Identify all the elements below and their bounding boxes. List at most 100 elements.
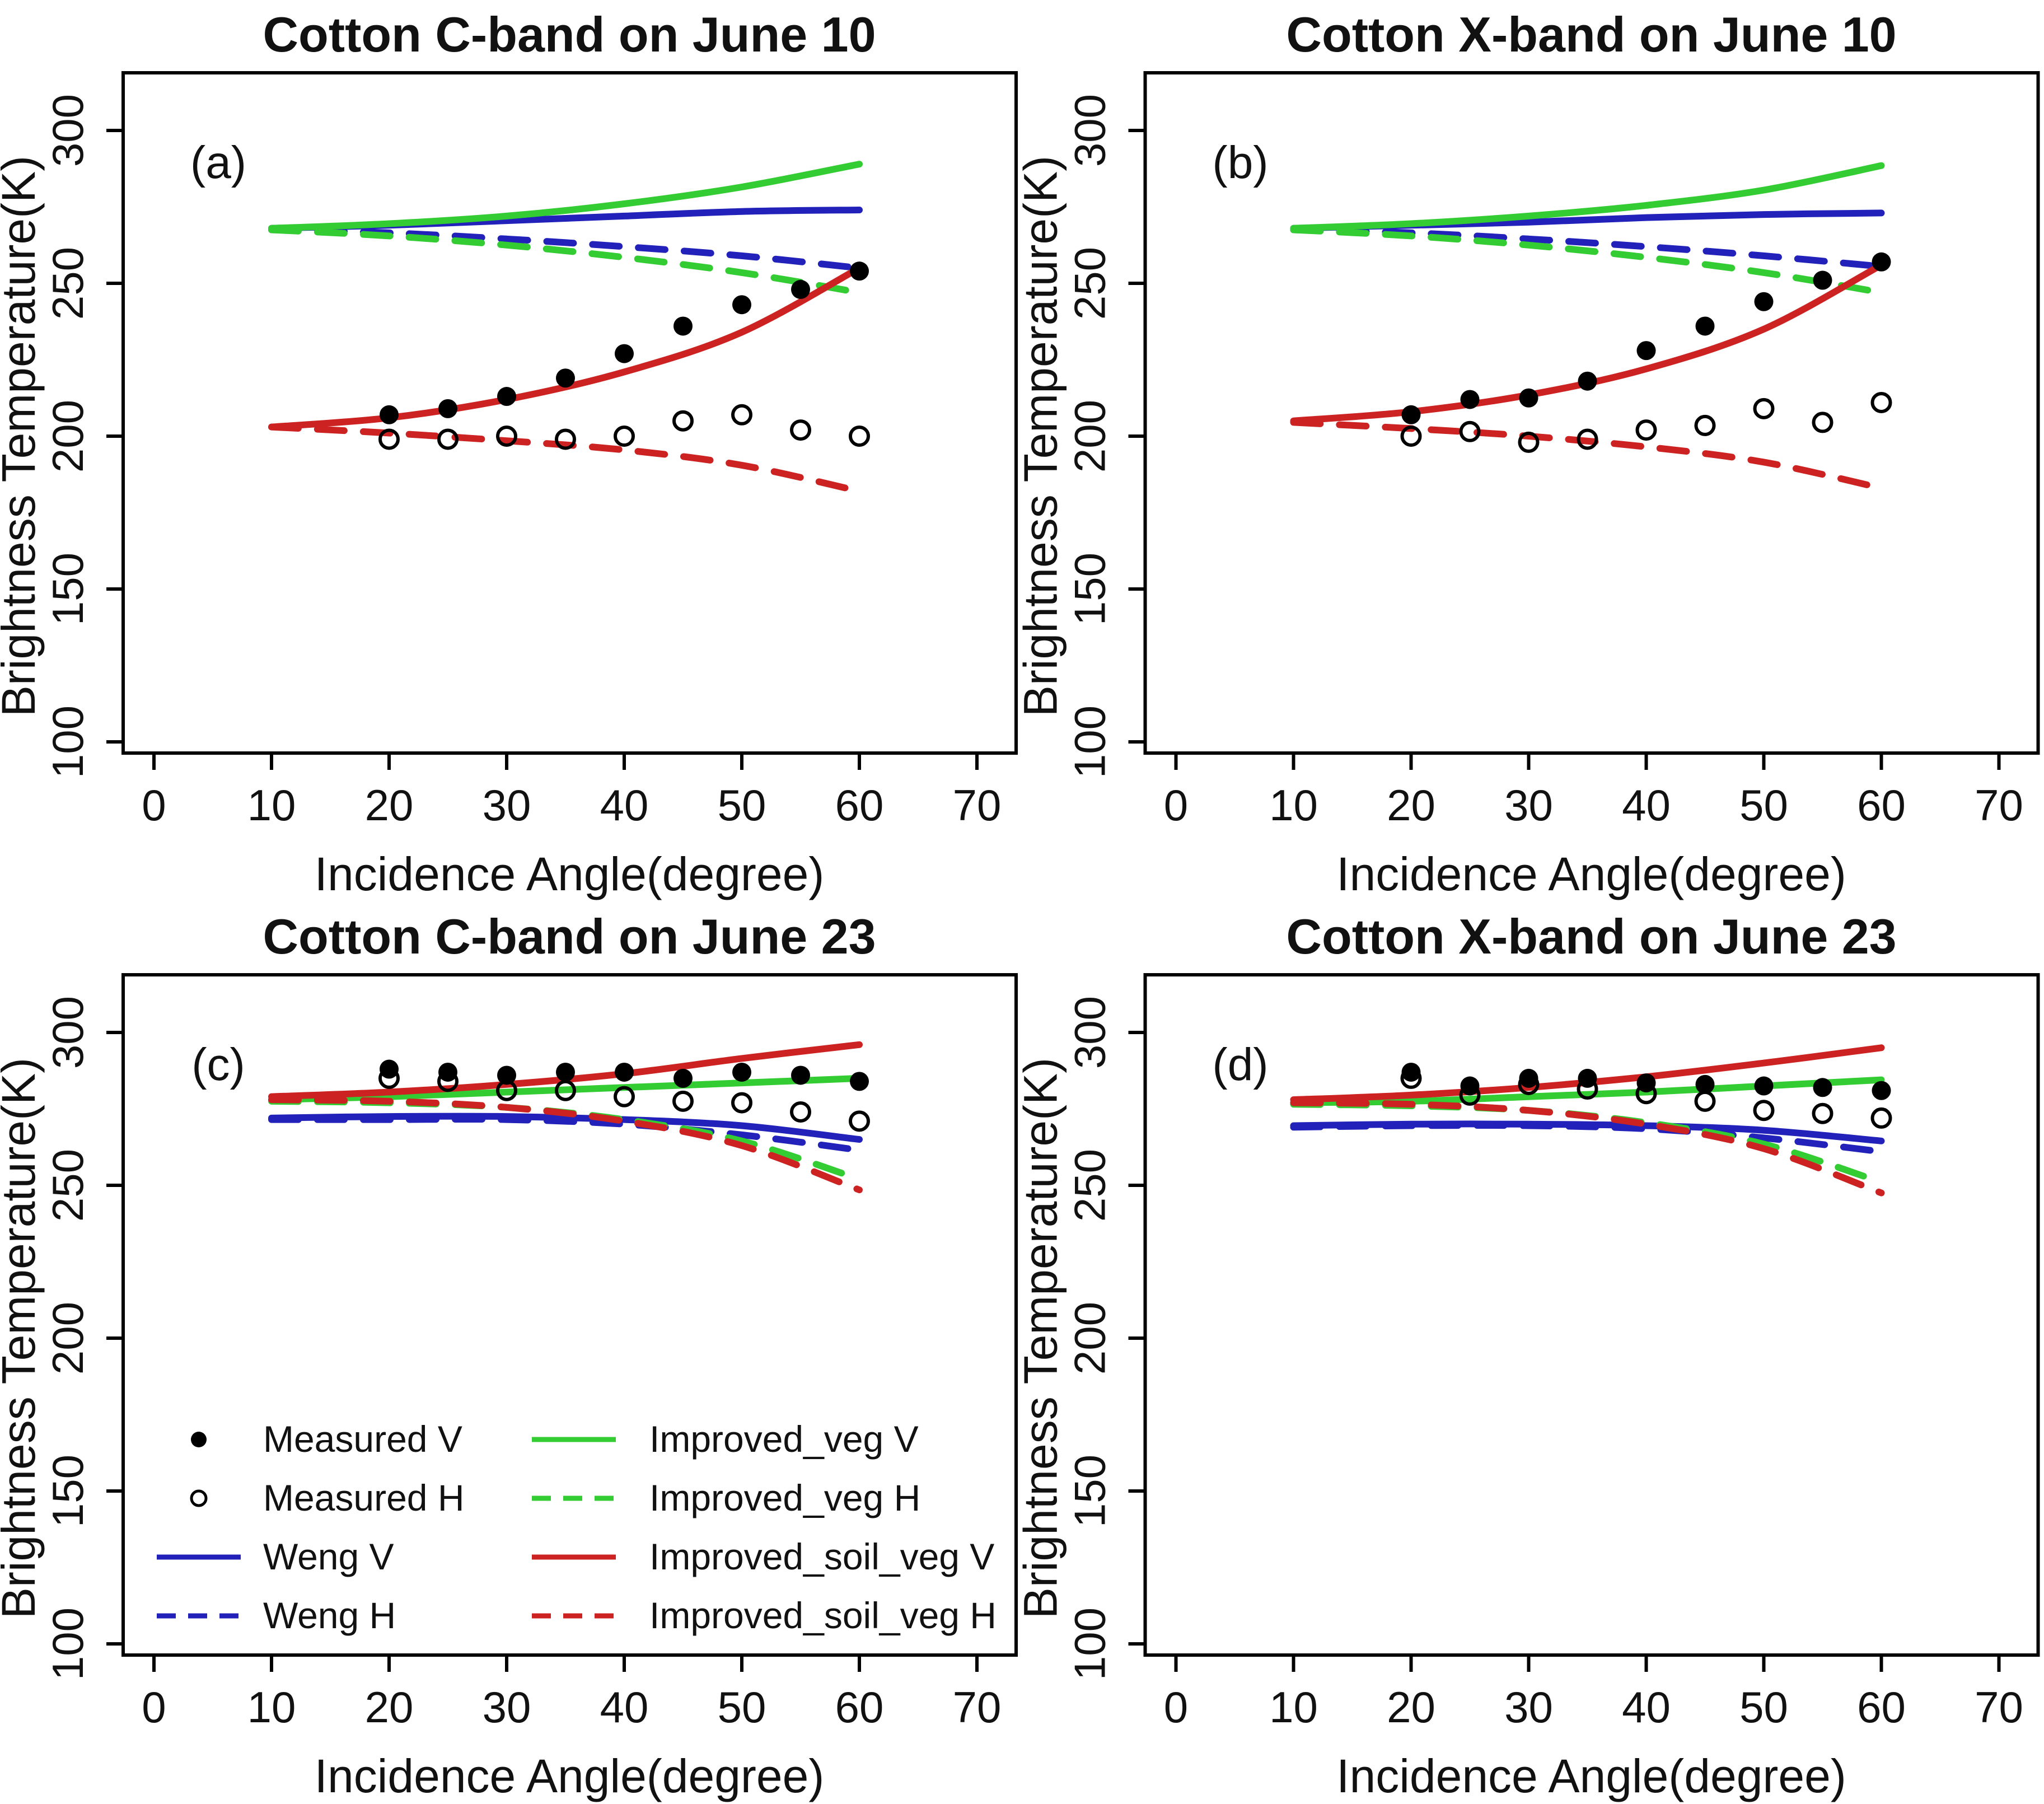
- y-tick-label: 300: [1065, 94, 1115, 167]
- measured-V-point: [1401, 405, 1421, 424]
- series-line-improved_soil_veg_V: [268, 264, 863, 431]
- measured-H-point: [1753, 1100, 1775, 1121]
- measured-H-point: [1577, 428, 1598, 450]
- x-tick-label: 10: [1269, 781, 1318, 830]
- panel-title: Cotton C-band on June 23: [263, 909, 876, 964]
- measured-H-point: [731, 404, 752, 426]
- series-line-improved_soil_veg_H: [268, 423, 863, 495]
- x-tick-label: 60: [1857, 1683, 1906, 1732]
- x-tick-label: 20: [1387, 1683, 1435, 1732]
- measured-V-point: [380, 405, 399, 424]
- y-tick-label: 250: [1065, 247, 1115, 320]
- x-tick-label: 40: [600, 781, 649, 830]
- x-tick-label: 50: [1739, 781, 1788, 830]
- series-line-improved_veg_V: [1290, 162, 1885, 232]
- measured-H-point: [1635, 419, 1657, 441]
- x-tick-label: 30: [1504, 1683, 1553, 1732]
- panel-c-cband-june23: Cotton C-band on June 23 (c) 0 10 20 30 40 50…: [0, 902, 1022, 1804]
- x-tick-label: 30: [1504, 781, 1553, 830]
- measured-H-point: [672, 1090, 694, 1112]
- legend-label-improved_veg_H: Improved_veg H: [649, 1477, 920, 1518]
- measured-V-point: [850, 1072, 869, 1091]
- y-tick-label: 150: [1065, 553, 1115, 625]
- y-tick-label: 300: [43, 996, 92, 1069]
- measured-H-point: [1753, 398, 1775, 419]
- panel-title: Cotton X-band on June 23: [1286, 909, 1896, 964]
- series-line-improved_soil_veg_H: [1290, 419, 1885, 492]
- measured-V-point: [1460, 1076, 1480, 1096]
- measured-H-point: [1518, 431, 1540, 453]
- y-tick-label: 100: [1065, 1607, 1115, 1680]
- panel-a-cband-june10: Cotton C-band on June 10 (a) 0 10 20 30 40 50…: [0, 0, 1022, 902]
- x-tick-label: 40: [600, 1683, 649, 1732]
- x-tick-label: 20: [1387, 781, 1435, 830]
- series-line-improved_soil_veg_V: [1290, 261, 1885, 424]
- series-line-improved_soil_veg_H: [268, 1096, 863, 1194]
- series-line-weng_H: [1290, 1121, 1885, 1155]
- measured-H-point: [672, 410, 694, 432]
- x-tick-label: 10: [247, 781, 296, 830]
- legend-label-improved_soil_veg_H: Improved_soil_veg H: [649, 1595, 997, 1636]
- axis-box: [121, 973, 1018, 1657]
- measured-H-point: [731, 1092, 752, 1114]
- x-tick-label: 60: [835, 781, 884, 830]
- panel-b-xband-june10: Cotton X-band on June 10 (b) 0 10 20 30 40 50…: [1022, 0, 2044, 902]
- measured-H-point: [496, 426, 517, 447]
- x-tick-label: 10: [1269, 1683, 1318, 1732]
- y-axis-title: Brightness Temperature(K): [1022, 156, 1067, 717]
- y-tick-label: 200: [43, 400, 92, 473]
- y-tick-label: 200: [1065, 400, 1115, 473]
- series-line-improved_veg_H: [268, 226, 863, 296]
- measured-H-point: [1870, 391, 1892, 413]
- axis-box: [1143, 71, 2040, 755]
- x-tick-label: 70: [953, 1683, 1002, 1732]
- y-tick-label: 100: [43, 705, 92, 778]
- measured-V-point: [732, 1062, 751, 1082]
- measured-V-point: [850, 261, 869, 281]
- measured-H-point: [790, 1101, 811, 1123]
- x-tick-label: 50: [1739, 1683, 1788, 1732]
- x-tick-label: 50: [718, 781, 766, 830]
- x-axis-title: Incidence Angle(degree): [1336, 848, 1846, 900]
- measured-V-point: [732, 295, 751, 315]
- x-tick-label: 60: [835, 1683, 884, 1732]
- measured-V-point: [673, 316, 693, 336]
- measured-V-point: [1578, 371, 1597, 391]
- plot-area: 0 10 20 30 40 50 60 70 100 150 200 250 300: [43, 973, 1018, 1732]
- measured-V-point: [1813, 1078, 1832, 1097]
- measured-V-point: [1695, 316, 1715, 336]
- measured-H-point: [614, 426, 635, 447]
- y-tick-label: 150: [43, 553, 92, 625]
- panel-letter: (c): [191, 1039, 245, 1090]
- measured-V-point: [1460, 390, 1480, 409]
- panel-letter: (b): [1212, 137, 1268, 188]
- measured-H-point: [614, 1086, 635, 1107]
- measured-H-point: [849, 1110, 870, 1132]
- measured-V-point: [1578, 1068, 1597, 1088]
- series-line-improved_veg_V: [268, 161, 863, 232]
- y-tick-label: 150: [43, 1455, 92, 1527]
- measured-H-point: [555, 428, 576, 450]
- series-line-improved_veg_V: [268, 1074, 863, 1104]
- x-axis-title: Incidence Angle(degree): [315, 848, 825, 900]
- y-tick-label: 100: [43, 1607, 92, 1680]
- panel-d-xband-june23: Cotton X-band on June 23 (d) 0 10 20 30 40 50…: [1022, 902, 2044, 1804]
- x-tick-label: 40: [1622, 1683, 1671, 1732]
- x-tick-label: 20: [365, 781, 414, 830]
- measured-H-point: [849, 426, 870, 447]
- y-tick-label: 250: [43, 1149, 92, 1222]
- measured-V-point: [380, 1059, 399, 1079]
- measured-V-point: [1519, 388, 1538, 408]
- measured-V-point: [497, 387, 516, 406]
- x-tick-label: 0: [142, 1683, 166, 1732]
- y-tick-label: 150: [1065, 1455, 1115, 1527]
- panel-letter: (a): [190, 137, 246, 188]
- legend-label-measured_H: Measured H: [263, 1477, 465, 1518]
- measured-V-point: [1872, 252, 1891, 272]
- measured-V-point: [556, 1062, 575, 1082]
- x-tick-label: 30: [483, 781, 531, 830]
- measured-V-point: [673, 1068, 693, 1088]
- legend-label-improved_soil_veg_V: Improved_soil_veg V: [649, 1536, 994, 1577]
- plot-area: 0 10 20 30 40 50 60 70 100 150 200 250 300: [43, 71, 1018, 830]
